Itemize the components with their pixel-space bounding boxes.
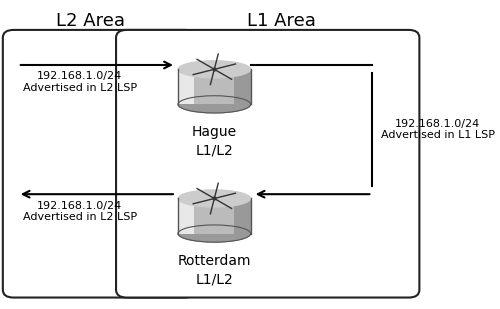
Text: Hague
L1/L2: Hague L1/L2 <box>192 125 237 158</box>
Text: L2 Area: L2 Area <box>56 12 125 30</box>
FancyBboxPatch shape <box>234 69 250 104</box>
Text: Rotterdam
L1/L2: Rotterdam L1/L2 <box>178 255 251 287</box>
Ellipse shape <box>178 96 250 113</box>
Text: 192.168.1.0/24
Advertised in L2 LSP: 192.168.1.0/24 Advertised in L2 LSP <box>22 201 137 222</box>
FancyBboxPatch shape <box>178 198 250 234</box>
Ellipse shape <box>178 190 250 207</box>
FancyBboxPatch shape <box>234 198 250 234</box>
Text: 192.168.1.0/24
Advertised in L2 LSP: 192.168.1.0/24 Advertised in L2 LSP <box>22 71 137 93</box>
FancyBboxPatch shape <box>178 69 250 104</box>
FancyBboxPatch shape <box>116 30 420 298</box>
Text: 192.168.1.0/24
Advertised in L1 LSP: 192.168.1.0/24 Advertised in L1 LSP <box>381 119 495 140</box>
FancyBboxPatch shape <box>178 69 194 104</box>
Ellipse shape <box>178 225 250 242</box>
FancyBboxPatch shape <box>178 198 194 234</box>
Ellipse shape <box>178 61 250 78</box>
Text: L1 Area: L1 Area <box>248 12 316 30</box>
FancyBboxPatch shape <box>3 30 195 298</box>
